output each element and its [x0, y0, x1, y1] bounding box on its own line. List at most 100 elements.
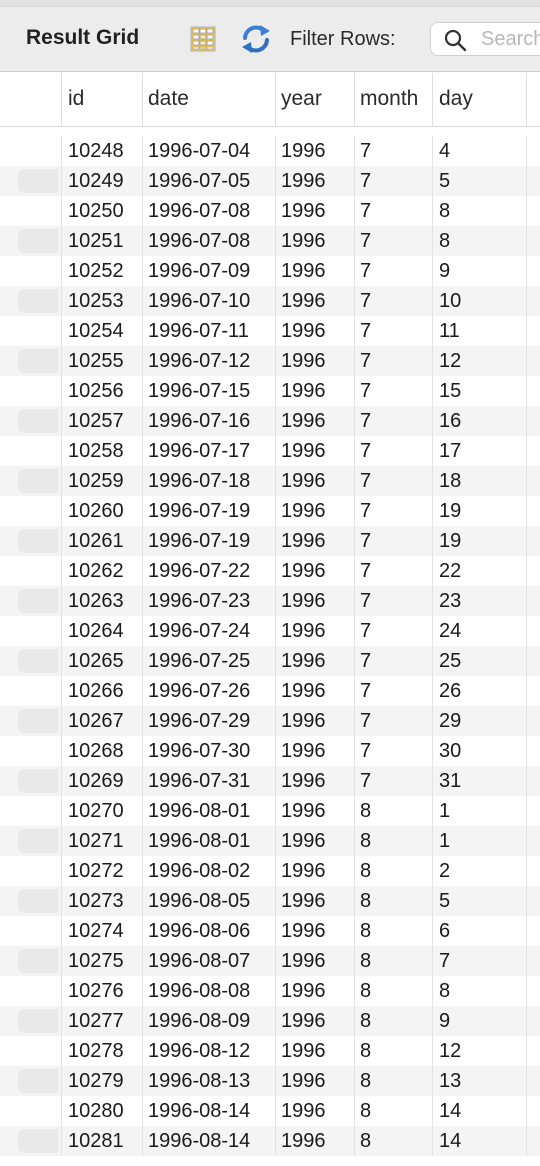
cell-month[interactable]: 7 — [360, 710, 372, 732]
row-selector[interactable] — [18, 769, 58, 793]
table-row[interactable]: 10259 1996-07-18 1996 7 18 — [0, 466, 540, 496]
cell-year[interactable]: 1996 — [281, 1010, 326, 1032]
cell-id[interactable]: 10271 — [68, 830, 124, 852]
cell-date[interactable]: 1996-07-19 — [148, 530, 251, 552]
table-row[interactable]: 10268 1996-07-30 1996 7 30 — [0, 736, 540, 766]
cell-id[interactable]: 10256 — [68, 380, 124, 402]
cell-year[interactable]: 1996 — [281, 530, 326, 552]
cell-date[interactable]: 1996-07-18 — [148, 470, 251, 492]
cell-day[interactable]: 5 — [439, 890, 451, 912]
cell-date[interactable]: 1996-07-08 — [148, 230, 251, 252]
cell-day[interactable]: 9 — [439, 260, 451, 282]
cell-day[interactable]: 22 — [439, 560, 462, 582]
table-row[interactable]: 10272 1996-08-02 1996 8 2 — [0, 856, 540, 886]
table-row[interactable]: 10253 1996-07-10 1996 7 10 — [0, 286, 540, 316]
table-row[interactable]: 10270 1996-08-01 1996 8 1 — [0, 796, 540, 826]
cell-day[interactable]: 5 — [439, 170, 451, 192]
cell-month[interactable]: 7 — [360, 170, 372, 192]
cell-id[interactable]: 10265 — [68, 650, 124, 672]
cell-id[interactable]: 10263 — [68, 590, 124, 612]
row-selector[interactable] — [18, 859, 58, 883]
cell-day[interactable]: 26 — [439, 680, 462, 702]
cell-year[interactable]: 1996 — [281, 1130, 326, 1152]
cell-id[interactable]: 10254 — [68, 320, 124, 342]
row-selector[interactable] — [18, 889, 58, 913]
cell-month[interactable]: 8 — [360, 800, 372, 822]
cell-id[interactable]: 10278 — [68, 1040, 124, 1062]
row-selector[interactable] — [18, 259, 58, 283]
cell-date[interactable]: 1996-08-14 — [148, 1100, 251, 1122]
cell-day[interactable]: 11 — [439, 320, 460, 342]
cell-month[interactable]: 8 — [360, 1130, 372, 1152]
cell-year[interactable]: 1996 — [281, 410, 326, 432]
cell-day[interactable]: 2 — [439, 860, 451, 882]
cell-id[interactable]: 10262 — [68, 560, 124, 582]
cell-date[interactable]: 1996-08-07 — [148, 950, 251, 972]
cell-id[interactable]: 10255 — [68, 350, 124, 372]
table-row[interactable]: 10263 1996-07-23 1996 7 23 — [0, 586, 540, 616]
cell-date[interactable]: 1996-07-17 — [148, 440, 251, 462]
row-selector[interactable] — [18, 649, 58, 673]
refresh-arrows-icon[interactable] — [240, 24, 272, 54]
cell-month[interactable]: 7 — [360, 200, 372, 222]
cell-day[interactable]: 14 — [439, 1130, 462, 1152]
row-selector[interactable] — [18, 529, 58, 553]
row-selector[interactable] — [18, 499, 58, 523]
filter-rows-input[interactable] — [481, 27, 540, 51]
cell-day[interactable]: 6 — [439, 920, 451, 942]
cell-month[interactable]: 7 — [360, 140, 372, 162]
cell-month[interactable]: 7 — [360, 650, 372, 672]
cell-day[interactable]: 19 — [439, 500, 462, 522]
cell-year[interactable]: 1996 — [281, 170, 326, 192]
table-row[interactable]: 10280 1996-08-14 1996 8 14 — [0, 1096, 540, 1126]
cell-year[interactable]: 1996 — [281, 770, 326, 792]
cell-date[interactable]: 1996-07-10 — [148, 290, 251, 312]
cell-date[interactable]: 1996-07-25 — [148, 650, 251, 672]
table-row[interactable]: 10252 1996-07-09 1996 7 9 — [0, 256, 540, 286]
cell-year[interactable]: 1996 — [281, 500, 326, 522]
table-row[interactable]: 10277 1996-08-09 1996 8 9 — [0, 1006, 540, 1036]
cell-year[interactable]: 1996 — [281, 200, 326, 222]
cell-day[interactable]: 8 — [439, 200, 451, 222]
cell-id[interactable]: 10257 — [68, 410, 124, 432]
column-header-id[interactable]: id — [68, 87, 85, 110]
table-row[interactable]: 10267 1996-07-29 1996 7 29 — [0, 706, 540, 736]
cell-month[interactable]: 7 — [360, 740, 372, 762]
table-row[interactable]: 10261 1996-07-19 1996 7 19 — [0, 526, 540, 556]
cell-day[interactable]: 10 — [439, 290, 462, 312]
cell-id[interactable]: 10264 — [68, 620, 124, 642]
cell-day[interactable]: 1 — [439, 830, 451, 852]
cell-year[interactable]: 1996 — [281, 1100, 326, 1122]
cell-year[interactable]: 1996 — [281, 260, 326, 282]
cell-month[interactable]: 7 — [360, 590, 372, 612]
cell-month[interactable]: 8 — [360, 1070, 372, 1092]
cell-day[interactable]: 23 — [439, 590, 462, 612]
table-row[interactable]: 10258 1996-07-17 1996 7 17 — [0, 436, 540, 466]
cell-id[interactable]: 10272 — [68, 860, 124, 882]
cell-month[interactable]: 7 — [360, 230, 372, 252]
cell-day[interactable]: 18 — [439, 470, 462, 492]
cell-month[interactable]: 7 — [360, 350, 372, 372]
cell-day[interactable]: 15 — [439, 380, 462, 402]
cell-date[interactable]: 1996-07-19 — [148, 500, 251, 522]
cell-year[interactable]: 1996 — [281, 560, 326, 582]
cell-month[interactable]: 7 — [360, 320, 372, 342]
row-selector[interactable] — [18, 169, 58, 193]
cell-date[interactable]: 1996-07-22 — [148, 560, 251, 582]
row-selector[interactable] — [18, 1069, 58, 1093]
cell-date[interactable]: 1996-07-04 — [148, 140, 251, 162]
table-row[interactable]: 10281 1996-08-14 1996 8 14 — [0, 1126, 540, 1156]
cell-month[interactable]: 7 — [360, 500, 372, 522]
cell-year[interactable]: 1996 — [281, 380, 326, 402]
cell-date[interactable]: 1996-08-08 — [148, 980, 251, 1002]
table-row[interactable]: 10279 1996-08-13 1996 8 13 — [0, 1066, 540, 1096]
row-selector[interactable] — [18, 409, 58, 433]
cell-year[interactable]: 1996 — [281, 350, 326, 372]
row-selector[interactable] — [18, 739, 58, 763]
cell-day[interactable]: 19 — [439, 530, 462, 552]
cell-date[interactable]: 1996-07-30 — [148, 740, 251, 762]
row-selector[interactable] — [18, 289, 58, 313]
row-selector[interactable] — [18, 829, 58, 853]
row-selector[interactable] — [18, 709, 58, 733]
cell-day[interactable]: 14 — [439, 1100, 462, 1122]
